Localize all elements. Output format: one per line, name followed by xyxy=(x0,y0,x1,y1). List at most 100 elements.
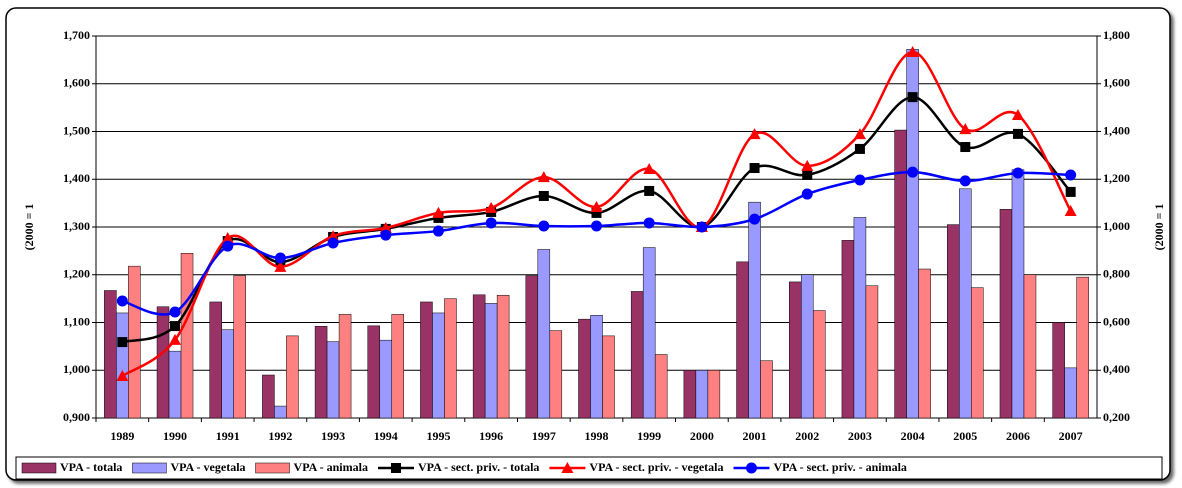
point xyxy=(537,171,550,183)
bar xyxy=(812,310,826,419)
legend-label: VPA - sect. priv. - totala xyxy=(418,460,539,474)
point xyxy=(591,207,602,218)
bar xyxy=(379,339,393,419)
bar xyxy=(262,374,275,419)
bar xyxy=(367,325,381,419)
x-tick-label: 2003 xyxy=(848,429,872,443)
bar xyxy=(156,306,170,419)
bar xyxy=(209,301,222,419)
y-axis-label: (2000 = 1 xyxy=(22,204,36,251)
bar xyxy=(1052,322,1065,419)
bar xyxy=(865,285,879,419)
point xyxy=(432,206,445,218)
point xyxy=(1064,205,1077,217)
legend-swatch xyxy=(255,462,290,474)
legend-label: VPA - sect. priv. - animala xyxy=(773,460,906,474)
bar xyxy=(841,240,855,419)
point xyxy=(801,188,813,200)
point xyxy=(432,225,444,237)
y2-axis-label: (2000 = 1 xyxy=(1152,204,1166,251)
bar xyxy=(683,370,697,419)
point xyxy=(380,229,392,241)
point xyxy=(117,337,128,348)
legend-marker xyxy=(745,462,757,474)
x-tick-label: 1999 xyxy=(637,429,661,443)
bar xyxy=(642,247,656,419)
y-tick-label: 1,300 xyxy=(63,219,90,233)
point xyxy=(538,220,550,232)
point xyxy=(960,142,971,153)
point xyxy=(643,217,655,229)
point xyxy=(222,240,234,252)
legend-label: VPA - sect. priv. - vegetala xyxy=(589,460,723,474)
bar xyxy=(391,314,405,419)
x-tick-label: 2000 xyxy=(690,429,714,443)
legend-box xyxy=(15,456,1163,480)
x-tick-label: 1998 xyxy=(585,429,609,443)
y-tick-label: 1,100 xyxy=(63,314,90,328)
y2-tick-label: 0,800 xyxy=(1103,267,1130,281)
point xyxy=(802,169,813,180)
point xyxy=(485,201,498,213)
legend-swatch xyxy=(21,462,57,474)
point xyxy=(748,128,761,140)
bar xyxy=(695,370,709,419)
x-tick-label: 2005 xyxy=(953,429,977,443)
x-tick-label: 1997 xyxy=(532,429,556,443)
bar xyxy=(549,330,563,419)
point xyxy=(853,128,866,140)
point xyxy=(169,306,181,318)
point xyxy=(801,159,814,171)
bar xyxy=(578,318,591,419)
bar xyxy=(959,188,972,419)
bar xyxy=(432,312,445,419)
point xyxy=(907,92,918,103)
point xyxy=(1065,169,1077,181)
x-tick-label: 1989 xyxy=(110,429,134,443)
point xyxy=(1012,128,1023,139)
point xyxy=(749,213,761,225)
legend-marker xyxy=(561,462,574,473)
y-tick-label: 1,500 xyxy=(63,123,90,137)
y-tick-label: 1,400 xyxy=(63,171,90,185)
point xyxy=(274,252,286,264)
point xyxy=(327,230,340,242)
point xyxy=(854,174,866,186)
bar xyxy=(221,329,234,419)
point xyxy=(169,333,182,345)
bar xyxy=(906,49,919,419)
bar xyxy=(286,335,299,419)
y2-tick-label: 0,400 xyxy=(1103,362,1130,376)
x-tick-label: 2001 xyxy=(743,429,767,443)
bar xyxy=(420,301,433,419)
bar xyxy=(484,303,498,419)
bar xyxy=(444,298,457,419)
legend-label: VPA - animala xyxy=(294,460,368,474)
point xyxy=(327,237,339,249)
x-tick-label: 1993 xyxy=(321,429,345,443)
point xyxy=(538,190,549,201)
y2-tick-label: 1,400 xyxy=(1103,123,1130,137)
bar xyxy=(748,201,761,419)
bar xyxy=(760,360,773,419)
point xyxy=(221,231,234,243)
x-tick-label: 1996 xyxy=(479,429,503,443)
x-tick-label: 2002 xyxy=(795,429,819,443)
y2-tick-label: 1,200 xyxy=(1103,171,1130,185)
bar xyxy=(918,268,931,419)
point xyxy=(1065,186,1076,197)
bar xyxy=(338,314,352,419)
x-tick-label: 1995 xyxy=(426,429,450,443)
bar xyxy=(602,335,615,419)
bar xyxy=(654,354,668,419)
x-tick-label: 1990 xyxy=(163,429,187,443)
y-tick-label: 1,000 xyxy=(63,362,90,376)
bar xyxy=(525,275,539,419)
bar xyxy=(472,294,486,419)
y2-tick-label: 0,600 xyxy=(1103,314,1130,328)
point xyxy=(116,295,128,307)
point xyxy=(170,321,181,332)
point xyxy=(644,185,655,196)
